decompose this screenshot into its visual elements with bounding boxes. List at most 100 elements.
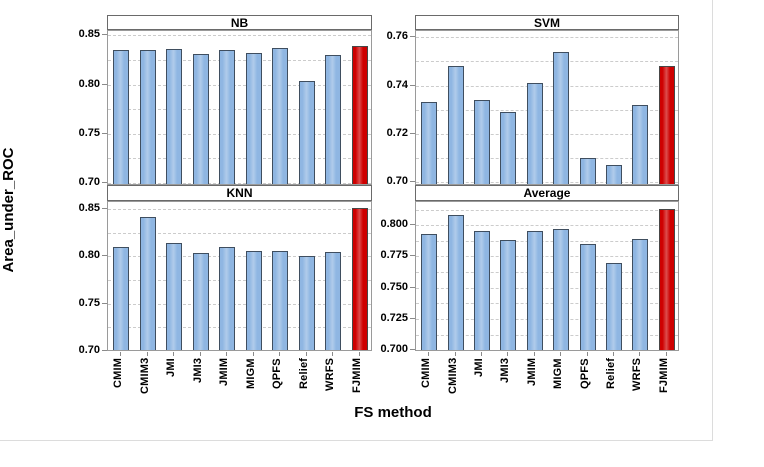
bar-highlight-sheen — [475, 232, 489, 350]
y-tick-label: 0.75 — [78, 296, 100, 309]
x-tick-mark — [120, 352, 122, 356]
y-axis-title: Area_under_ROC — [0, 147, 17, 273]
bar-average-qpfs — [579, 243, 596, 350]
y-tick-mark — [410, 36, 415, 38]
x-axis-title: FS method — [354, 404, 432, 421]
x-tick-mark — [665, 352, 667, 356]
panel-plot-svm — [415, 30, 679, 185]
bar-highlight-sheen — [607, 166, 621, 184]
category-label-qpfs: QPFS — [271, 358, 284, 389]
panel-title-band-nb: NB — [107, 15, 372, 30]
category-label-cmim3: CMIM3 — [138, 358, 151, 395]
y-tick-mark — [102, 34, 107, 36]
x-tick-mark — [173, 352, 175, 356]
gridline — [416, 85, 678, 87]
bar-highlight-sheen — [326, 56, 341, 184]
category-label-qpfs: QPFS — [578, 358, 591, 389]
bar-highlight-sheen — [448, 216, 463, 350]
y-tick-label: 0.80 — [78, 249, 100, 262]
y-tick-label: 0.800 — [380, 218, 408, 231]
x-tick-mark — [586, 352, 588, 356]
bar-highlight-sheen — [501, 241, 516, 350]
bar-highlight-sheen — [299, 81, 314, 184]
bar-knn-cmim — [113, 247, 130, 350]
bar-svm-qpfs — [579, 158, 596, 184]
y-tick-label: 0.75 — [78, 126, 100, 139]
y-tick-label: 0.775 — [380, 249, 408, 262]
bar-highlight-sheen — [422, 234, 437, 350]
y-tick-mark — [102, 302, 107, 304]
bar-nb-migm — [245, 53, 262, 184]
x-tick-mark — [428, 352, 430, 356]
bar-nb-relief — [298, 80, 315, 184]
panel-title-knn: KNN — [226, 186, 253, 200]
bar-knn-jmi — [166, 243, 183, 350]
y-tick-label: 0.76 — [386, 30, 408, 43]
bar-highlight-sheen — [220, 248, 235, 350]
bar-svm-fjmim — [658, 66, 675, 184]
gridline — [108, 280, 371, 282]
bar-nb-qpfs — [272, 48, 289, 184]
category-label-migm: MIGM — [552, 358, 565, 389]
category-label-migm: MIGM — [244, 358, 257, 389]
x-tick-mark — [252, 352, 254, 356]
gridline — [416, 133, 678, 135]
bar-knn-relief — [298, 256, 315, 350]
gridline — [108, 209, 371, 211]
bar-highlight-sheen — [140, 217, 155, 350]
bar-highlight-sheen — [114, 248, 129, 350]
bar-svm-jmi3 — [500, 112, 517, 184]
x-tick-mark — [613, 352, 614, 356]
category-label-jmi3: JMI3 — [499, 358, 512, 384]
bar-knn-jmi3 — [192, 252, 209, 350]
gridline — [416, 272, 678, 273]
chart-figure: Area_under_ROC FS method NB 0.85 0.80 0.75 0… — [0, 0, 713, 441]
bar-highlight-sheen — [193, 253, 208, 350]
bar-nb-cmim — [113, 50, 130, 184]
gridline — [416, 256, 678, 258]
y-tick-label: 0.80 — [78, 77, 100, 90]
y-tick-label: 0.750 — [380, 280, 408, 293]
x-tick-mark — [146, 352, 148, 356]
y-tick-mark — [410, 132, 415, 134]
panel-title-nb: NB — [230, 15, 249, 30]
x-tick-mark — [279, 352, 281, 356]
gridline — [416, 158, 678, 160]
gridline — [416, 318, 678, 320]
bar-highlight-sheen — [501, 113, 516, 184]
y-tick-label: 0.70 — [78, 344, 100, 357]
y-tick-label: 0.700 — [380, 343, 408, 356]
bar-highlight-sheen — [326, 252, 341, 350]
x-tick-mark — [332, 352, 334, 356]
bar-knn-jmim — [219, 247, 236, 350]
y-tick-mark — [102, 255, 107, 257]
bar-highlight-sheen — [448, 67, 463, 184]
bar-svm-jmi — [474, 100, 490, 184]
bar-svm-migm — [553, 51, 570, 184]
panel-plot-nb — [107, 30, 372, 185]
bar-highlight-sheen — [527, 232, 542, 350]
bar-highlight-sheen — [167, 244, 182, 350]
gridline — [416, 303, 678, 305]
y-tick-label: 0.70 — [386, 175, 408, 188]
bar-highlight-sheen — [114, 51, 129, 184]
bar-highlight-sheen — [273, 251, 288, 350]
category-label-jmi: JMI — [473, 358, 485, 377]
y-tick-label: 0.72 — [386, 126, 408, 139]
panel-title-band-average: Average — [415, 185, 679, 201]
bar-highlight-sheen — [527, 84, 542, 184]
bar-highlight-sheen — [246, 54, 261, 184]
y-tick-mark — [102, 181, 107, 183]
y-tick-mark — [102, 350, 107, 352]
category-label-cmim: CMIM — [420, 358, 433, 389]
bar-svm-jmim — [526, 83, 543, 184]
bar-average-jmim — [526, 231, 543, 350]
gridline — [416, 182, 678, 184]
x-tick-mark — [199, 352, 201, 356]
panel-title-band-svm: SVM — [415, 15, 679, 30]
panel-title-average: Average — [523, 186, 571, 200]
bar-highlight-sheen — [352, 209, 367, 350]
bar-nb-jmi3 — [192, 54, 209, 184]
bar-highlight-sheen — [607, 263, 621, 350]
